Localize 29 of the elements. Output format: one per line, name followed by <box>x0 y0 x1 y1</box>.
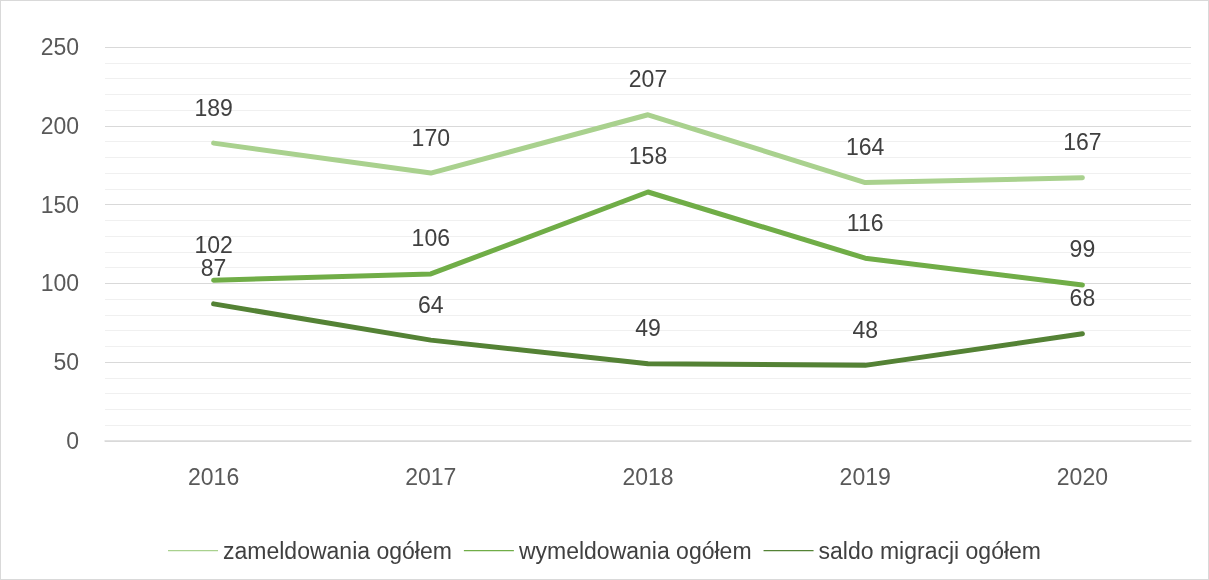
legend-label: wymeldowania ogółem <box>517 537 752 564</box>
data-label: 170 <box>411 124 450 151</box>
data-label: 189 <box>194 94 233 121</box>
y-tick-label: 0 <box>66 428 79 454</box>
x-tick-label: 2020 <box>1056 463 1108 490</box>
y-tick-label: 200 <box>40 112 79 139</box>
data-label: 106 <box>411 225 450 252</box>
data-label: 48 <box>852 316 878 343</box>
y-tick-label: 250 <box>40 34 79 60</box>
data-label: 158 <box>628 143 668 170</box>
x-tick-label: 2016 <box>188 463 240 490</box>
legend-label: zameldowania ogółem <box>223 537 452 564</box>
y-tick-label: 50 <box>53 349 79 376</box>
data-label: 164 <box>846 134 885 161</box>
x-tick-label: 2019 <box>839 463 891 490</box>
data-label: 99 <box>1069 236 1096 263</box>
x-tick-label: 2017 <box>405 463 457 490</box>
data-label: 102 <box>194 231 233 258</box>
y-tick-label: 150 <box>40 191 79 218</box>
data-label: 49 <box>635 315 661 342</box>
data-label: 87 <box>200 255 227 282</box>
data-label: 207 <box>628 66 668 93</box>
data-label: 116 <box>846 209 884 236</box>
data-label: 167 <box>1063 129 1102 156</box>
x-tick-label: 2018 <box>622 463 674 490</box>
y-tick-label: 100 <box>40 270 79 297</box>
data-label: 64 <box>418 291 444 318</box>
legend-label: saldo migracji ogółem <box>818 537 1041 564</box>
data-label: 68 <box>1069 285 1096 312</box>
